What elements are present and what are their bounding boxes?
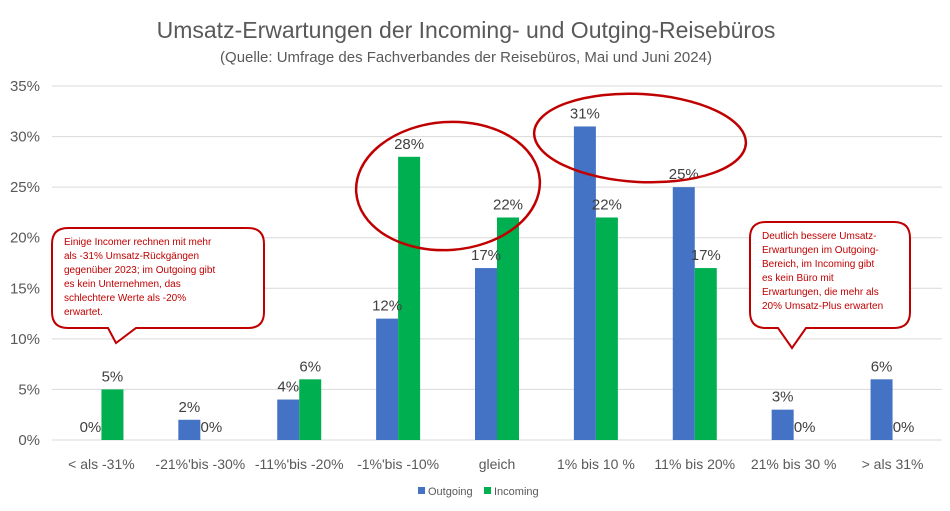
data-label: 5% (102, 368, 124, 385)
legend-swatch-incoming (484, 487, 491, 494)
legend-label-outgoing: Outgoing (428, 486, 473, 498)
category-labels: < als -31% -21%'bis -30% -11%'bis -20% -1%'… (68, 456, 923, 472)
highlight-ellipse (532, 92, 748, 184)
y-tick-label: 10% (10, 331, 40, 348)
y-tick-label: 30% (10, 129, 40, 146)
legend-swatch-outgoing (418, 487, 425, 494)
data-label: 0% (80, 419, 102, 436)
data-label: 2% (178, 399, 200, 416)
data-label: 17% (691, 247, 721, 264)
callout-text: Deutlich bessere Umsatz- (762, 231, 876, 242)
data-label: 6% (299, 358, 321, 375)
category-label: -11%'bis -20% (255, 456, 344, 472)
y-tick-label: 35% (10, 78, 40, 95)
data-label: 22% (592, 196, 622, 213)
callout-text: es kein Büro mit (762, 273, 834, 284)
data-label: 12% (372, 298, 402, 315)
data-label: 4% (277, 379, 299, 396)
legend-label-incoming: Incoming (494, 486, 539, 498)
bar-incoming (398, 156, 421, 441)
data-label: 17% (471, 247, 501, 264)
bar-outgoing (573, 126, 596, 440)
callout-text: erwartet. (64, 307, 103, 318)
callout-text: Erwartungen, die mehr als (762, 287, 879, 298)
bar-outgoing (475, 268, 497, 440)
bar-outgoing (771, 409, 794, 440)
chart-title: Umsatz-Erwartungen der Incoming- und Out… (157, 17, 776, 43)
y-tick-label: 15% (10, 280, 40, 297)
bar-outgoing (376, 318, 399, 440)
callout-text: Bereich, im Incoming gibt (762, 259, 874, 270)
bars (101, 126, 893, 441)
category-label: -1%'bis -10% (357, 456, 439, 472)
callout-bubble (51, 227, 265, 345)
callout-text: 20% Umsatz-Plus erwarten (762, 301, 883, 312)
category-label: 11% bis 20% (654, 456, 735, 472)
y-tick-label: 25% (10, 179, 40, 196)
bar-incoming (497, 217, 519, 440)
callout-bubble (749, 221, 911, 350)
y-tick-label: 5% (18, 381, 40, 398)
category-label: 21% bis 30 % (751, 456, 837, 472)
callout-text: gegenüber 2023; im Outgoing gibt (64, 265, 215, 276)
bar-incoming (595, 217, 618, 440)
category-label: > als 31% (862, 456, 924, 472)
data-label: 0% (893, 419, 915, 436)
data-label: 0% (794, 419, 816, 436)
callouts: Einige Incomer rechnen mit mehr als -31% … (51, 221, 911, 350)
category-label: gleich (479, 456, 516, 472)
callout-text: es kein Unternehmen, das (64, 279, 181, 290)
callout-text: schlechtere Werte als -20% (64, 293, 186, 304)
data-label: 31% (570, 105, 600, 122)
bar-incoming (299, 379, 322, 440)
y-tick-label: 20% (10, 230, 40, 247)
data-label: 22% (493, 196, 523, 213)
bar-incoming (694, 268, 717, 440)
y-tick-label: 0% (18, 432, 40, 449)
legend: Outgoing Incoming (418, 486, 539, 498)
highlight-ellipses (354, 92, 748, 252)
bar-outgoing (870, 379, 893, 440)
y-axis-ticks: 0% 5% 10% 15% 20% 25% 30% 35% (10, 78, 40, 449)
data-labels: 0%5%2%0%4%6%12%28%17%22%31%22%25%17%3%0%… (80, 105, 915, 436)
bar-outgoing (277, 399, 300, 440)
bar-outgoing (672, 187, 695, 440)
callout-text: als -31% Umsatz-Rückgängen (64, 251, 199, 262)
callout-text: Einige Incomer rechnen mit mehr (64, 237, 212, 248)
data-label: 3% (772, 389, 794, 406)
category-label: 1% bis 10 % (557, 456, 635, 472)
category-label: < als -31% (68, 456, 135, 472)
data-label: 0% (200, 419, 222, 436)
data-label: 28% (394, 136, 424, 153)
category-label: -21%'bis -30% (155, 456, 245, 472)
data-label: 6% (871, 358, 893, 375)
chart-subtitle: (Quelle: Umfrage des Fachverbandes der R… (220, 49, 712, 66)
highlight-ellipse (354, 120, 542, 252)
bar-incoming (101, 389, 124, 440)
callout-text: Erwartungen im Outgoing- (762, 245, 879, 256)
bar-outgoing (178, 419, 201, 440)
